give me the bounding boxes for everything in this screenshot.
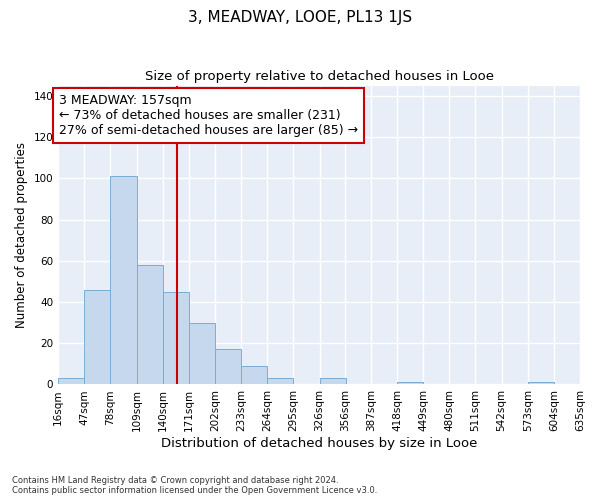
Bar [397, 382, 423, 384]
Bar [189, 322, 215, 384]
Y-axis label: Number of detached properties: Number of detached properties [15, 142, 28, 328]
Bar [528, 382, 554, 384]
X-axis label: Distribution of detached houses by size in Looe: Distribution of detached houses by size … [161, 437, 477, 450]
Bar [241, 366, 267, 384]
Title: Size of property relative to detached houses in Looe: Size of property relative to detached ho… [145, 70, 494, 83]
Bar [320, 378, 346, 384]
Bar [85, 290, 110, 384]
Text: Contains HM Land Registry data © Crown copyright and database right 2024.
Contai: Contains HM Land Registry data © Crown c… [12, 476, 377, 495]
Bar [267, 378, 293, 384]
Bar [137, 265, 163, 384]
Bar [110, 176, 137, 384]
Text: 3, MEADWAY, LOOE, PL13 1JS: 3, MEADWAY, LOOE, PL13 1JS [188, 10, 412, 25]
Bar [163, 292, 189, 384]
Bar [58, 378, 85, 384]
Bar [215, 350, 241, 384]
Text: 3 MEADWAY: 157sqm
← 73% of detached houses are smaller (231)
27% of semi-detache: 3 MEADWAY: 157sqm ← 73% of detached hous… [59, 94, 358, 137]
